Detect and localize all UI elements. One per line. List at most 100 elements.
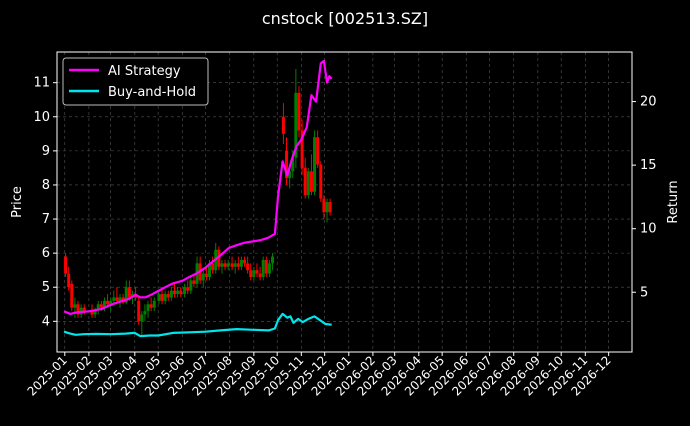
right-axis-ticks: 5 10 15 20 — [632, 95, 657, 300]
candle-body — [67, 273, 71, 288]
candle-body — [291, 157, 295, 172]
candle-body — [217, 249, 221, 267]
candle-body — [166, 294, 170, 298]
candle-body — [90, 311, 94, 315]
candle-body — [201, 273, 205, 281]
candle-body — [246, 263, 250, 271]
candle-body — [230, 263, 234, 267]
candle-body — [226, 263, 230, 267]
candle-body — [127, 287, 131, 298]
candle-body — [294, 92, 298, 158]
left-tick-label: 5 — [42, 280, 50, 295]
legend-label-ai-strategy: AI Strategy — [108, 64, 181, 79]
candle-body — [70, 283, 74, 308]
x-axis-ticks: 2025-012025-022025-032025-042025-052025-… — [25, 352, 614, 399]
candle-body — [152, 300, 156, 308]
candle-body — [109, 300, 113, 305]
candle-body — [137, 300, 141, 322]
candle-body — [316, 137, 320, 165]
candle-body — [261, 259, 265, 277]
candle-body — [255, 270, 259, 274]
candle-body — [112, 297, 116, 301]
right-tick-label: 10 — [640, 222, 657, 237]
candle-body — [192, 280, 196, 284]
candle-body — [239, 259, 243, 267]
candle-body — [102, 300, 106, 308]
candle-body — [160, 294, 164, 301]
candle-body — [249, 270, 253, 277]
candle-body — [243, 259, 247, 264]
candle-body — [163, 294, 167, 301]
candle-body — [319, 164, 323, 199]
left-tick-label: 9 — [42, 144, 50, 159]
candle-body — [281, 116, 285, 134]
candle-body — [208, 263, 212, 277]
candle-body — [233, 263, 237, 267]
candle-body — [157, 294, 161, 301]
buy-and-hold-line — [63, 312, 332, 338]
right-tick-label: 5 — [640, 285, 648, 300]
candle-body — [64, 256, 68, 274]
right-axis-label: Return — [666, 180, 681, 223]
plot-frame — [56, 51, 633, 353]
candle-body — [306, 171, 310, 196]
candle-body — [285, 150, 289, 179]
candle-body — [220, 263, 224, 267]
left-tick-label: 7 — [42, 212, 50, 227]
candle-body — [322, 198, 326, 213]
left-tick-label: 10 — [33, 110, 50, 125]
right-tick-label: 15 — [640, 158, 657, 173]
chart-title: cnstock [002513.SZ] — [262, 9, 428, 28]
candle-body — [325, 202, 329, 213]
candle-body — [96, 304, 100, 310]
candle-body — [172, 290, 176, 295]
left-tick-label: 6 — [42, 246, 50, 261]
candle-body — [288, 171, 292, 179]
candle-body — [328, 202, 332, 213]
candle-body — [183, 287, 187, 295]
candle-body — [149, 304, 153, 308]
candle-body — [124, 287, 128, 303]
candle-body — [82, 307, 86, 312]
candle-body — [264, 259, 268, 274]
candle-body — [93, 309, 97, 315]
ai-strategy-line — [63, 59, 333, 315]
legend: AI Strategy Buy-and-Hold — [62, 57, 209, 106]
candle-body — [186, 287, 190, 291]
candle-body — [258, 273, 262, 277]
left-tick-label: 8 — [42, 178, 50, 193]
candle-body — [118, 297, 122, 301]
left-tick-label: 4 — [42, 314, 50, 329]
candle-body — [73, 304, 77, 308]
candle-body — [297, 92, 301, 131]
legend-label-buy-and-hold: Buy-and-Hold — [108, 85, 196, 100]
left-tick-label: 11 — [33, 76, 50, 91]
candle-body — [267, 263, 271, 274]
left-axis-label: Price — [10, 186, 25, 218]
candle-body — [300, 130, 304, 168]
candle-body — [309, 171, 313, 192]
candle-body — [271, 256, 275, 264]
candle-body — [179, 290, 183, 295]
candle-body — [169, 290, 173, 298]
candle-body — [140, 314, 144, 322]
candle-body — [143, 311, 147, 315]
candle-body — [223, 263, 227, 267]
candle-body — [115, 297, 119, 301]
candlestick-layer — [64, 69, 332, 335]
candle-body — [176, 290, 180, 295]
grid-layer — [57, 52, 632, 352]
candle-body — [189, 280, 193, 291]
candle-body — [313, 137, 317, 192]
candle-body — [99, 304, 103, 308]
candle-body — [252, 270, 256, 277]
candle-body — [106, 300, 110, 305]
candle-body — [303, 167, 307, 196]
right-tick-label: 20 — [640, 95, 657, 110]
candle-body — [211, 263, 215, 271]
series-layer — [63, 59, 333, 338]
legend-box — [62, 57, 209, 106]
candle-body — [146, 304, 150, 312]
